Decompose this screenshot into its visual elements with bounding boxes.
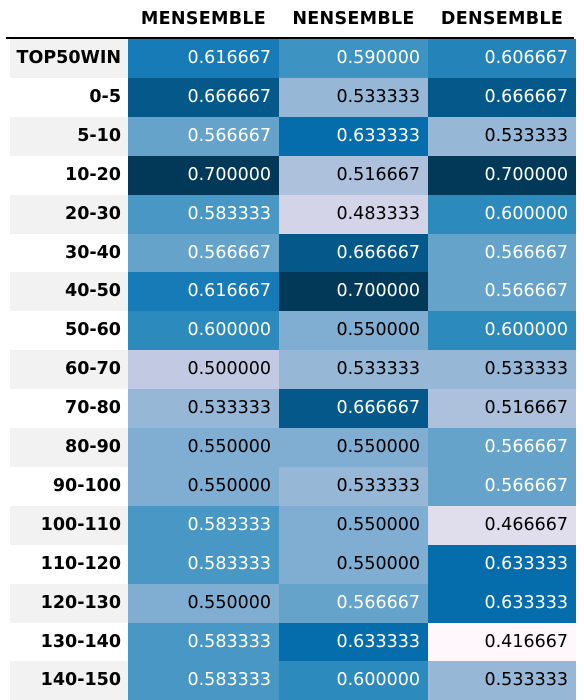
heatmap-cell: 0.533333 [428, 116, 576, 156]
row-stripe [10, 505, 128, 545]
column-header-mensemble: MENSEMBLE [140, 9, 267, 29]
heatmap-cell: 0.550000 [279, 505, 428, 545]
heatmap-cell: 0.566667 [128, 233, 279, 273]
heatmap-cell: 0.550000 [279, 544, 428, 584]
row-label: 10-20 [65, 164, 121, 185]
row-label: 110-120 [40, 553, 121, 574]
row-stripe [10, 272, 128, 312]
row-label: 20-30 [65, 203, 121, 224]
heatmap-cell: 0.616667 [128, 39, 279, 78]
heatmap-cell: 0.600000 [428, 194, 576, 234]
heatmap-cell: 0.616667 [128, 272, 279, 312]
heatmap-cell: 0.583333 [128, 661, 279, 700]
heatmap-cell: 0.566667 [428, 272, 576, 312]
heatmap-cell: 0.416667 [428, 622, 576, 662]
heatmap-cell: 0.566667 [428, 233, 576, 273]
heatmap-cell: 0.666667 [428, 77, 576, 117]
heatmap-cell: 0.566667 [428, 428, 576, 467]
heatmap-cell: 0.483333 [279, 194, 428, 234]
heatmap-cell: 0.533333 [428, 350, 576, 390]
heatmap-cell: 0.583333 [128, 544, 279, 584]
heatmap-cell: 0.550000 [279, 311, 428, 351]
row-stripe [10, 466, 128, 506]
heatmap-cell: 0.633333 [279, 116, 428, 156]
row-stripe [10, 350, 128, 390]
heatmap-cell: 0.583333 [128, 194, 279, 234]
heatmap-cell: 0.566667 [428, 466, 576, 506]
heatmap-cell: 0.566667 [279, 583, 428, 623]
row-stripe [10, 194, 128, 234]
heatmap-cell: 0.533333 [128, 389, 279, 429]
heatmap-cell: 0.466667 [428, 505, 576, 545]
heatmap-cell: 0.700000 [128, 155, 279, 195]
heatmap-cell: 0.550000 [128, 583, 279, 623]
row-stripe [10, 661, 128, 700]
heatmap-cell: 0.583333 [128, 505, 279, 545]
heatmap-cell: 0.700000 [428, 155, 576, 195]
heatmap-cell: 0.633333 [428, 544, 576, 584]
heatmap-cell: 0.666667 [128, 77, 279, 117]
heatmap-cell: 0.550000 [128, 466, 279, 506]
heatmap-cell: 0.633333 [279, 622, 428, 662]
header-rule [6, 37, 574, 39]
row-label: 50-60 [65, 320, 121, 341]
row-label: 5-10 [77, 125, 121, 146]
heatmap-cell: 0.583333 [128, 622, 279, 662]
heatmap-cell: 0.590000 [279, 39, 428, 78]
heatmap-cell: 0.700000 [279, 272, 428, 312]
row-stripe [10, 39, 128, 78]
heatmap-cell: 0.550000 [128, 428, 279, 467]
heatmap-cell: 0.516667 [279, 155, 428, 195]
row-label: 100-110 [40, 514, 121, 535]
column-header-densemble: DENSEMBLE [440, 9, 564, 29]
heatmap-cell: 0.500000 [128, 350, 279, 390]
heatmap-cell: 0.666667 [279, 233, 428, 273]
heatmap-cell: 0.533333 [279, 77, 428, 117]
heatmap-cell: 0.533333 [279, 350, 428, 390]
heatmap-cell: 0.550000 [279, 428, 428, 467]
row-label: 140-150 [40, 670, 121, 691]
row-stripe [10, 116, 128, 156]
column-header-nensemble: NENSEMBLE [292, 9, 415, 29]
row-label: 80-90 [65, 437, 121, 457]
heatmap-cell: 0.600000 [128, 311, 279, 351]
row-label: 40-50 [65, 281, 121, 302]
row-label: 120-130 [40, 592, 121, 613]
heatmap-cell: 0.600000 [279, 661, 428, 700]
row-label: 60-70 [65, 359, 121, 380]
heatmap-cell: 0.533333 [428, 661, 576, 700]
row-stripe [10, 544, 128, 584]
row-label: 70-80 [65, 398, 121, 419]
heatmap-cell: 0.633333 [428, 583, 576, 623]
row-stripe [10, 583, 128, 623]
row-label: TOP50WIN [16, 48, 121, 68]
row-stripe [10, 311, 128, 351]
row-label: 30-40 [65, 242, 121, 263]
heatmap-cell: 0.516667 [428, 389, 576, 429]
row-stripe [10, 428, 128, 467]
heatmap-cell: 0.606667 [428, 39, 576, 78]
row-stripe [10, 233, 128, 273]
row-stripe [10, 155, 128, 195]
heatmap-cell: 0.533333 [279, 466, 428, 506]
row-stripe [10, 77, 128, 117]
heatmap-cell: 0.600000 [428, 311, 576, 351]
row-label: 130-140 [40, 631, 121, 652]
row-stripe [10, 389, 128, 429]
row-label: 90-100 [52, 475, 121, 496]
heatmap-cell: 0.666667 [279, 389, 428, 429]
heatmap-cell: 0.566667 [128, 116, 279, 156]
row-label: 0-5 [89, 86, 121, 107]
row-stripe [10, 622, 128, 662]
